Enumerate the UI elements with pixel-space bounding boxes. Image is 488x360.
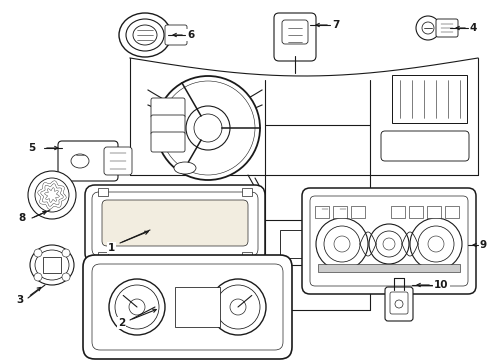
Circle shape [409,218,461,270]
Circle shape [28,171,76,219]
Circle shape [161,81,254,175]
Bar [332,206,346,218]
Circle shape [35,178,69,212]
Bar [175,287,220,327]
Circle shape [315,218,367,270]
Text: 2: 2 [118,318,125,328]
Circle shape [382,238,394,250]
FancyBboxPatch shape [384,287,412,321]
FancyBboxPatch shape [92,264,283,350]
Ellipse shape [71,154,89,168]
Text: 1: 1 [108,243,115,253]
Circle shape [185,106,229,150]
FancyBboxPatch shape [92,192,258,256]
Bar [242,188,251,196]
Circle shape [194,114,222,142]
Circle shape [333,236,349,252]
Circle shape [368,224,408,264]
Circle shape [34,249,42,257]
Circle shape [216,285,260,329]
FancyBboxPatch shape [435,19,457,37]
Bar [43,257,61,273]
Bar [314,206,328,218]
Circle shape [156,76,260,180]
Bar [390,206,404,218]
FancyBboxPatch shape [102,200,247,246]
Bar [98,252,108,260]
Circle shape [394,300,402,308]
Bar [444,206,458,218]
Circle shape [115,285,159,329]
Text: 5: 5 [28,143,35,153]
Text: 3: 3 [16,295,23,305]
Circle shape [34,273,42,281]
Circle shape [415,16,439,40]
Text: 8: 8 [18,213,25,223]
FancyBboxPatch shape [309,196,467,286]
FancyBboxPatch shape [104,147,132,175]
Ellipse shape [35,250,69,280]
Ellipse shape [119,13,171,57]
Bar [408,206,422,218]
FancyBboxPatch shape [58,141,118,181]
Ellipse shape [174,162,196,174]
FancyBboxPatch shape [164,25,186,45]
FancyBboxPatch shape [273,13,315,61]
Circle shape [129,299,145,315]
FancyBboxPatch shape [282,20,307,44]
FancyBboxPatch shape [380,131,468,161]
FancyBboxPatch shape [302,188,475,294]
Bar [321,230,356,258]
Circle shape [209,279,265,335]
Bar [242,252,251,260]
Bar [280,230,314,258]
Text: 10: 10 [433,280,447,290]
Circle shape [427,236,443,252]
Bar [98,188,108,196]
Text: 4: 4 [469,23,476,33]
FancyBboxPatch shape [85,185,264,263]
Circle shape [109,279,164,335]
Text: 6: 6 [186,30,194,40]
FancyBboxPatch shape [151,115,184,135]
Circle shape [229,299,245,315]
Bar [426,206,440,218]
Circle shape [62,249,70,257]
Bar [350,206,364,218]
Bar [317,264,459,272]
Ellipse shape [133,25,157,45]
Text: 9: 9 [479,240,486,250]
Bar [391,75,466,123]
FancyBboxPatch shape [389,292,407,314]
Ellipse shape [126,19,163,51]
FancyBboxPatch shape [151,132,184,152]
Circle shape [421,22,433,34]
FancyBboxPatch shape [83,255,291,359]
Circle shape [324,226,359,262]
Circle shape [62,273,70,281]
Ellipse shape [30,245,74,285]
Text: 7: 7 [331,20,339,30]
Circle shape [375,231,401,257]
FancyBboxPatch shape [151,98,184,118]
Circle shape [417,226,453,262]
